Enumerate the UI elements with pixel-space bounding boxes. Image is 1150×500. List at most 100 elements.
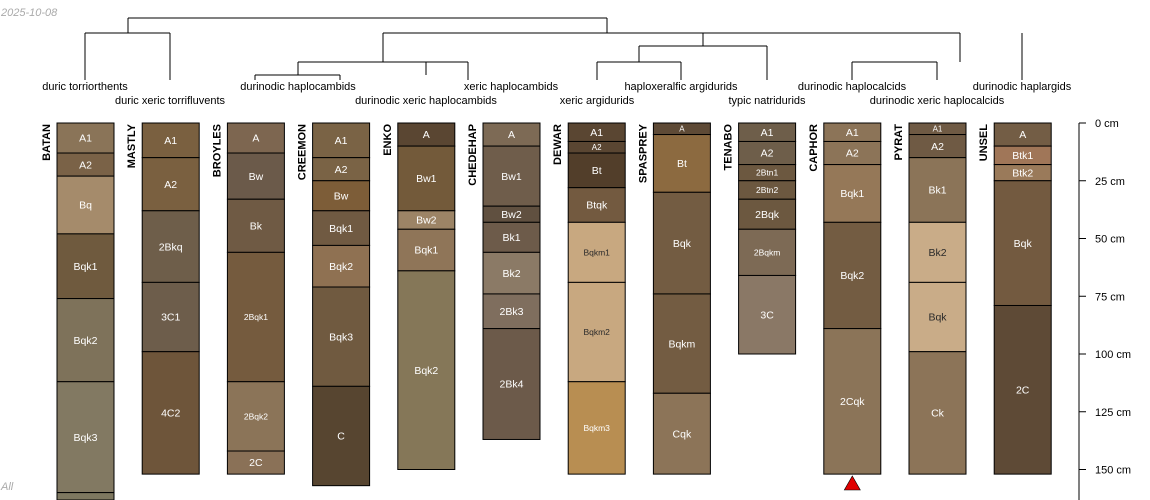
horizon-label: A [679, 125, 685, 134]
horizon [738, 274, 797, 355]
horizon-label: A2 [335, 164, 348, 176]
horizon-label: Bqk1 [74, 261, 98, 273]
footnote-label: All [1, 481, 14, 493]
horizon [312, 122, 371, 159]
horizon-label: Bw2 [501, 209, 522, 221]
axis-tick-label: 150 cm [1095, 465, 1131, 477]
horizon-label: Bqk2 [414, 365, 438, 377]
horizon-label: A2 [846, 148, 859, 160]
horizon-label: Bqk2 [329, 261, 353, 273]
horizon-label: A2 [931, 141, 944, 153]
horizon [482, 145, 541, 207]
horizon-label: Bw1 [501, 171, 522, 183]
axis-tick-label: 100 cm [1095, 349, 1131, 361]
horizon-label: 2Btn1 [756, 168, 778, 178]
horizon [141, 122, 200, 159]
horizon-label: A2 [79, 159, 92, 171]
horizon [226, 198, 285, 253]
horizon-label: A1 [335, 135, 348, 147]
horizon-label: Bqk2 [840, 270, 864, 282]
horizon-label: A1 [79, 133, 92, 145]
horizon-label: 2Bqk1 [244, 312, 268, 322]
horizon [56, 381, 115, 494]
horizon-label: Bk [250, 220, 263, 232]
horizon [908, 157, 967, 223]
horizon-label: 2Bkq [159, 241, 183, 253]
horizon [397, 228, 456, 272]
taxon-label: typic natridurids [728, 95, 806, 107]
horizon [312, 385, 371, 487]
horizon-label: Bk1 [502, 232, 520, 244]
horizon-label: Bqk1 [840, 188, 864, 200]
profile-name: ENKO [382, 124, 394, 156]
soil-profiles: A1 A2 Bq Bqk1 Bqk2 Bqk3 BATAN A1 A2 2Bkq 3C1 4C2 MAS… [41, 122, 1052, 500]
soil-profile: A1 A2 Bq Bqk1 Bqk2 Bqk3 BATAN [41, 122, 115, 500]
horizon [652, 293, 711, 394]
horizon [652, 134, 711, 193]
taxon-label: durinodic haplocalcids [798, 81, 907, 93]
horizon [908, 221, 967, 283]
horizon [823, 164, 882, 223]
profile-name: CREEMON [297, 124, 309, 180]
horizon-label: Bk2 [502, 268, 520, 280]
soil-profile: A1 A2 Bt Btqk Bqkm1 Bqkm2 Bqkm3 DEWAR [552, 122, 626, 475]
horizon-label: Bqk2 [74, 335, 98, 347]
horizon [993, 180, 1052, 306]
axis-tick-label: 25 cm [1095, 176, 1125, 188]
horizon-label: 2C [249, 457, 263, 469]
horizon [312, 210, 371, 246]
horizon-label: Bqk1 [414, 245, 438, 257]
horizon [652, 392, 711, 475]
taxon-label: xeric argidurids [560, 95, 635, 107]
profile-name: UNSEL [978, 124, 990, 162]
dendrogram [84, 17, 1023, 80]
horizon-label: Bk2 [928, 247, 946, 259]
horizon-label: 2Bqk [755, 209, 780, 221]
soil-profile: A Bt Bqk Bqkm Cqk SPASPREY [637, 122, 711, 475]
horizon [397, 145, 456, 212]
horizon-label: Btqk [586, 200, 608, 212]
taxon-label: durinodic xeric haplocambids [355, 95, 497, 107]
axis-tick-label: 50 cm [1095, 234, 1125, 246]
horizon-label: Bqk [928, 312, 947, 324]
axis-tick-label: 125 cm [1095, 407, 1131, 419]
soil-profile: A1 A2 Bk1 Bk2 Bqk Ck PYRAT [893, 122, 967, 475]
horizon [908, 351, 967, 475]
horizon-label: Btk2 [1012, 167, 1033, 179]
horizon-label: Bqk [1014, 238, 1033, 250]
horizon-label: Bqkm3 [583, 423, 610, 433]
taxon-label: xeric haplocambids [464, 81, 559, 93]
profile-name: BROYLES [211, 124, 223, 177]
horizon-label: 2C [1016, 384, 1030, 396]
warning-triangle-icon [843, 475, 861, 491]
date-label: 2025-10-08 [1, 7, 58, 19]
horizon-label: 2Cqk [840, 396, 865, 408]
horizon [56, 492, 115, 500]
horizon [567, 221, 626, 283]
horizon-label: Btk1 [1012, 150, 1033, 162]
taxon-label: duric xeric torrifluvents [115, 95, 226, 107]
horizon [312, 244, 371, 288]
soil-profile: A Bw1 Bw2 Bqk1 Bqk2 ENKO [382, 122, 456, 470]
horizon-label: Bw [334, 190, 349, 202]
horizon [226, 251, 285, 383]
horizon [226, 450, 285, 475]
horizon [226, 152, 285, 200]
horizon [567, 281, 626, 383]
profile-name: TENABO [723, 124, 735, 171]
soil-profile: A Bw Bk 2Bqk1 2Bqk2 2C BROYLES [211, 122, 285, 475]
horizon-label: Ck [931, 408, 945, 420]
taxon-label: durinodic xeric haplocalcids [870, 95, 1005, 107]
taxon-label: durinodic haplocambids [240, 81, 356, 93]
horizon-label: A2 [761, 148, 774, 160]
horizon [738, 198, 797, 230]
horizon-label: Bw2 [416, 215, 437, 227]
taxon-label: haploxeralfic argidurids [624, 81, 738, 93]
profile-name: BATAN [41, 124, 53, 161]
profile-name: CHEDEHAP [467, 124, 479, 186]
soil-profile: A1 A2 2Bkq 3C1 4C2 MASTLY [126, 122, 200, 475]
taxon-label: durinodic haplargids [973, 81, 1072, 93]
horizon [226, 122, 285, 154]
horizon [567, 381, 626, 475]
